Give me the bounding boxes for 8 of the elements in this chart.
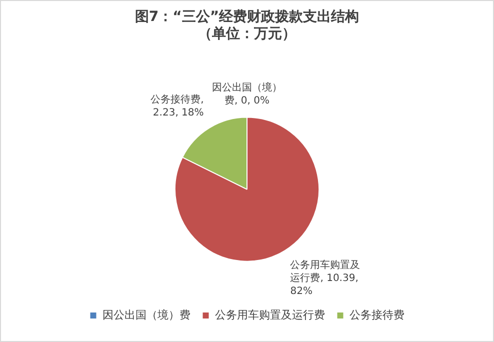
text: 因公出国（境）费, 0, 0% [212, 82, 282, 106]
legend-label: 因公出国（境）费 [102, 308, 190, 322]
chart-title: 图7：“三公”经费财政拨款支出结构 [134, 9, 360, 26]
data-label: 公务用车购置及运行费, 10.39, 82% [290, 259, 360, 298]
legend-label: 公务接待费 [349, 308, 404, 322]
legend-label: 公务用车购置及运行费 [214, 308, 325, 322]
data-label: 公务接待费, 2.23, 18% [150, 94, 204, 119]
chart-subtitle: （单位：万元） [198, 26, 296, 42]
